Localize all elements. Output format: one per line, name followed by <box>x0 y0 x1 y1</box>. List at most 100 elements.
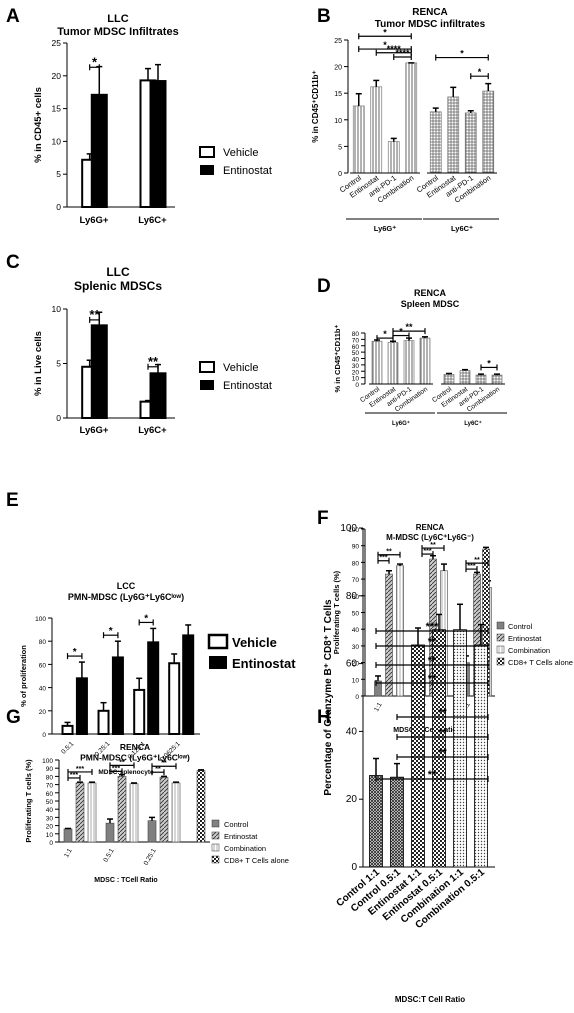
chart-g-sig-1-sig-label: *** <box>76 766 84 773</box>
chart-d-title: RENCA <box>414 288 447 298</box>
chart-e-title: LCC <box>117 581 136 591</box>
chart-b-sig-4-sig-label: * <box>478 67 482 77</box>
chart-f-sig-2-sig-label: *** <box>423 548 431 555</box>
chart-h-y-tick-label-5: 100 <box>340 523 357 534</box>
legend-c-entinostat-label: Entinostat <box>223 380 272 392</box>
chart-h-sig-5-sig-label: ** <box>428 655 437 667</box>
chart-h-bar-1 <box>390 776 404 868</box>
chart-b-bar-1-1 <box>447 96 460 174</box>
chart-g-y-tick-label-3: 30 <box>46 815 54 822</box>
chart-g-title: RENCA <box>120 742 150 752</box>
chart-f-y-tick-label-2: 20 <box>352 661 360 668</box>
chart-a-y-tick-label-4: 20 <box>52 71 62 81</box>
legend-c-vehicle-swatch <box>199 361 215 373</box>
chart-b-bar-0-1 <box>370 86 383 174</box>
chart-a-y-tick-label-2: 10 <box>52 136 62 146</box>
chart-h-sig-4-sig-label: ** <box>428 673 437 685</box>
chart-e-bar-3-1 <box>182 634 195 736</box>
chart-f-y-tick-label-0: 0 <box>355 694 359 701</box>
legend-g-cd8-swatch <box>211 855 220 864</box>
chart-e-bar-1-1 <box>111 656 124 735</box>
chart-g-sig-5-sig-label: ** <box>161 760 167 767</box>
chart-d-y-tick-label-7: 70 <box>352 337 360 344</box>
chart-b-sig-3-sig-label: * <box>383 27 387 37</box>
chart-e-y-tick-label-3: 60 <box>39 662 47 669</box>
chart-b-subtitle: Tumor MDSC infiltrates <box>375 19 486 30</box>
chart-e-bar-3-0 <box>168 662 181 735</box>
chart-b-bar-1-0 <box>429 111 442 174</box>
chart-c-bar-1-1 <box>149 372 167 419</box>
panel-letter-f: F <box>317 508 329 529</box>
legend-g-entinostat-label: Entinostat <box>224 832 258 841</box>
chart-g-bar-2-0 <box>147 820 157 843</box>
chart-g-y-tick-label-1: 10 <box>46 832 54 839</box>
chart-g-y-tick-label-5: 50 <box>46 799 54 806</box>
chart-f-y-tick-label-4: 40 <box>352 627 360 634</box>
chart-h-sig-1-sig-label: ** <box>438 747 447 759</box>
chart-d-subtitle: Spleen MDSC <box>401 299 460 309</box>
chart-d-y-label: % in CD45⁺CD11b⁺ <box>333 324 342 392</box>
chart-b-bar-1-2 <box>464 112 477 174</box>
legend-f-entinostat-label: Entinostat <box>508 634 542 643</box>
legend-c-vehicle-label: Vehicle <box>223 362 258 374</box>
chart-f-sig-4-sig-label: *** <box>467 563 475 570</box>
chart-g-bar-0-1 <box>75 782 85 843</box>
chart-e-y-tick-label-2: 40 <box>39 686 47 693</box>
chart-d-y-tick-label-4: 40 <box>352 357 360 364</box>
legend-g-cd8-label: CD8+ T Cells alone <box>224 856 289 865</box>
chart-d-sig-3-sig-label: * <box>487 358 491 368</box>
chart-b-sig-5-sig-label: * <box>460 49 464 59</box>
chart-g-y-tick-label-10: 100 <box>42 758 53 765</box>
chart-f-x-label: MDSC : TCell Ratio <box>393 727 456 734</box>
chart-g-y-label: Proliferating T cells (%) <box>24 759 33 843</box>
legend-a-entinostat-label: Entinostat <box>223 165 272 177</box>
chart-e-sig-0-sig-label: * <box>73 647 77 658</box>
legend-e-entinostat-swatch <box>209 656 227 669</box>
chart-f-sig-3-sig-label: ** <box>430 542 436 549</box>
chart-a-x-tick-label-0: Ly6G+ <box>80 215 109 226</box>
chart-c-subtitle: Splenic MDSCs <box>74 279 162 293</box>
legend-f-combination-swatch <box>496 645 505 654</box>
chart-f-sig-0-sig-label: *** <box>379 555 387 562</box>
chart-e-bar-0-1 <box>75 677 88 736</box>
chart-g-bar-1-1 <box>117 776 127 843</box>
chart-f-y-tick-label-7: 70 <box>352 577 360 584</box>
chart-c-bar-0-1 <box>90 324 108 420</box>
chart-d-group-label-1: Ly6C⁺ <box>464 420 482 427</box>
chart-d-y-tick-label-3: 30 <box>352 363 360 370</box>
chart-h-y-tick-label-3: 60 <box>346 659 358 670</box>
chart-d-bar-0-3 <box>419 337 431 385</box>
legend-c: Vehicle Entinostat <box>199 361 272 392</box>
chart-f-sig-5-sig-label: ** <box>474 557 480 564</box>
chart-b-group-label-0: Ly6G⁺ <box>374 224 396 233</box>
chart-f-y-tick-label-3: 30 <box>352 644 360 651</box>
panel-letter-h: H <box>317 707 331 728</box>
chart-e-y-label: % of proliferation <box>19 645 28 707</box>
chart-g-x-tick-label-2: 0.25:1 <box>143 847 158 866</box>
chart-b-y-tick-label-0: 0 <box>338 171 342 178</box>
chart-g-sig-2-sig-label: *** <box>112 765 120 772</box>
chart-e-y-tick-label-0: 0 <box>42 732 46 739</box>
chart-b-y-tick-label-1: 5 <box>338 144 342 151</box>
chart-b-bar-0-0 <box>352 105 365 174</box>
chart-f-y-tick-label-6: 60 <box>352 594 360 601</box>
chart-e-bar-0-0 <box>61 724 74 736</box>
chart-f-y-tick-label-10: 100 <box>348 527 359 534</box>
chart-a-y-label: % in CD45+ cells <box>33 87 44 163</box>
chart-g-bar-1-2 <box>129 783 139 843</box>
legend-e-vehicle-label: Vehicle <box>232 635 277 650</box>
chart-d-bar-0-0 <box>371 340 383 385</box>
chart-f-y-tick-label-8: 80 <box>352 560 360 567</box>
chart-d-sig-2-sig-label: ** <box>405 322 413 332</box>
legend-a-entinostat-swatch <box>200 165 214 175</box>
chart-b-title: RENCA <box>412 7 448 18</box>
chart-f-y-label: Proliferating T cells (%) <box>332 570 341 654</box>
chart-a-y-tick-label-3: 15 <box>52 104 62 114</box>
chart-b-y-label: % in CD45⁺CD11b⁺ <box>311 70 320 142</box>
chart-g-y-tick-label-4: 40 <box>46 807 54 814</box>
legend-e: Vehicle Entinostat <box>207 633 296 671</box>
legend-e-vehicle-swatch <box>207 633 229 650</box>
chart-b-bar-0-2 <box>387 141 400 174</box>
